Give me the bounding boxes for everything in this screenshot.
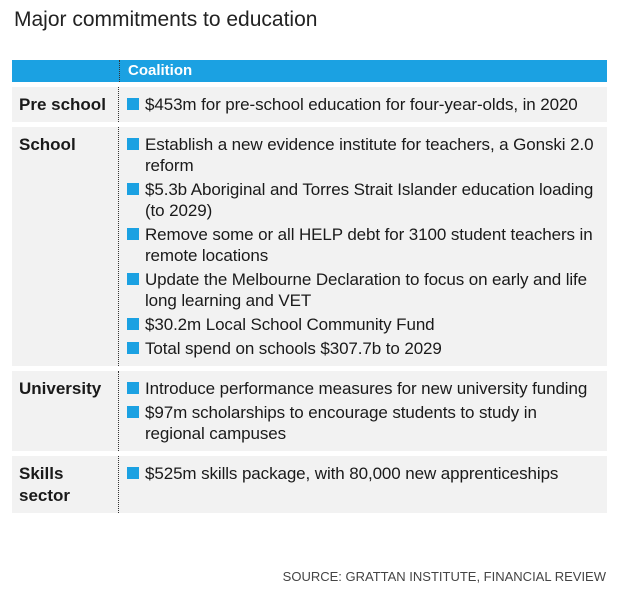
bullet (127, 467, 139, 479)
item-text: $97m scholarships to encourage students … (145, 403, 537, 443)
list-item: $525m skills package, with 80,000 new ap… (127, 463, 601, 484)
bullet (127, 382, 139, 394)
bullet (127, 273, 139, 285)
bullet (127, 138, 139, 150)
table-row: Pre school $453m for pre-school education… (12, 87, 607, 122)
table-row: University Introduce performance measures… (12, 371, 607, 451)
list-item: $5.3b Aboriginal and Torres Strait Islan… (127, 179, 601, 221)
item-text: Update the Melbourne Declaration to focu… (145, 270, 588, 310)
header-bar: Coalition (12, 60, 607, 82)
row-label: Skills sector (12, 456, 119, 513)
item-text: $5.3b Aboriginal and Torres Strait Islan… (145, 180, 594, 220)
list-item: $453m for pre-school education for four-… (127, 94, 601, 115)
bullet (127, 98, 139, 110)
item-text: $525m skills package, with 80,000 new ap… (145, 464, 559, 483)
row-label: School (12, 127, 119, 366)
item-list: Establish a new evidence institute for t… (119, 127, 607, 366)
header-spacer (12, 60, 120, 82)
bullet (127, 183, 139, 195)
item-text: Establish a new evidence institute for t… (145, 135, 594, 175)
item-text: Remove some or all HELP debt for 3100 st… (145, 225, 593, 265)
source: SOURCE: GRATTAN INSTITUTE, FINANCIAL REV… (282, 569, 606, 584)
table: Coalition Pre school $453m for pre-school… (12, 60, 607, 513)
item-text: Introduce performance measures for new u… (145, 379, 588, 398)
list-item: $97m scholarships to encourage students … (127, 402, 601, 444)
title: Major commitments to education (14, 8, 318, 31)
table-row: Skills sector $525m skills package, with … (12, 456, 607, 513)
item-text: $30.2m Local School Community Fund (145, 315, 435, 334)
bullet (127, 228, 139, 240)
bullet (127, 318, 139, 330)
bullet (127, 342, 139, 354)
table-row: School Establish a new evidence institute… (12, 127, 607, 366)
bullet (127, 406, 139, 418)
item-list: Introduce performance measures for new u… (119, 371, 607, 451)
list-item: Establish a new evidence institute for t… (127, 134, 601, 176)
list-item: Introduce performance measures for new u… (127, 378, 601, 399)
row-label: University (12, 371, 119, 451)
list-item: $30.2m Local School Community Fund (127, 314, 601, 335)
list-item: Total spend on schools $307.7b to 2029 (127, 338, 601, 359)
list-item: Update the Melbourne Declaration to focu… (127, 269, 601, 311)
item-list: $525m skills package, with 80,000 new ap… (119, 456, 607, 513)
item-text: Total spend on schools $307.7b to 2029 (145, 339, 442, 358)
header-label: Coalition (128, 62, 193, 79)
item-list: $453m for pre-school education for four-… (119, 87, 607, 122)
row-label: Pre school (12, 87, 119, 122)
list-item: Remove some or all HELP debt for 3100 st… (127, 224, 601, 266)
item-text: $453m for pre-school education for four-… (145, 95, 578, 114)
